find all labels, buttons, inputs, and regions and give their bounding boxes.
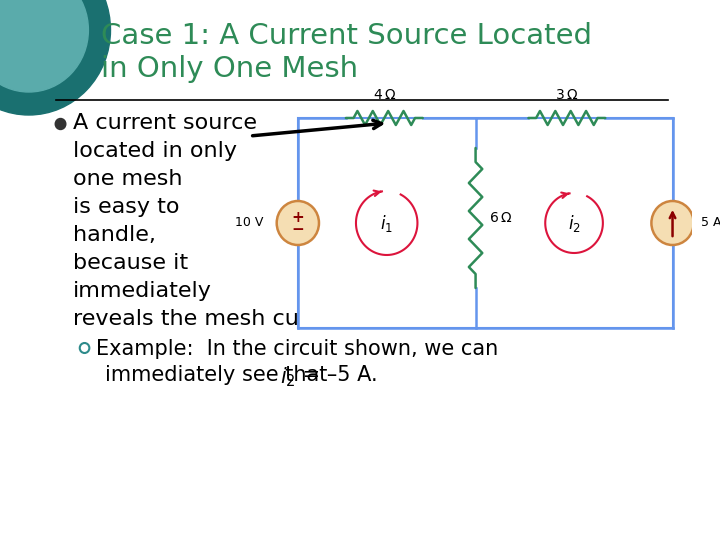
Text: 5 A: 5 A: [701, 217, 720, 230]
Text: $i_2$: $i_2$: [279, 365, 295, 389]
Text: one mesh: one mesh: [73, 169, 182, 189]
Text: reveals the mesh current in that mesh.: reveals the mesh current in that mesh.: [73, 309, 508, 329]
Text: 10 V: 10 V: [235, 217, 264, 230]
Circle shape: [0, 0, 89, 92]
Text: = –5 A.: = –5 A.: [296, 365, 377, 385]
Text: located in only: located in only: [73, 141, 237, 161]
Circle shape: [276, 201, 319, 245]
Text: +: +: [292, 210, 305, 225]
Text: because it: because it: [73, 253, 188, 273]
Text: immediately: immediately: [73, 281, 212, 301]
Circle shape: [0, 0, 110, 115]
Text: Example:  In the circuit shown, we can: Example: In the circuit shown, we can: [96, 339, 498, 359]
Text: handle,: handle,: [73, 225, 156, 245]
Text: immediately see that: immediately see that: [104, 365, 334, 385]
Text: $i_1$: $i_1$: [380, 213, 393, 233]
Bar: [298, 118, 672, 328]
Text: A current source: A current source: [73, 113, 257, 133]
Text: $i_2$: $i_2$: [567, 213, 580, 233]
Text: in Only One Mesh: in Only One Mesh: [101, 55, 358, 83]
Text: $3\,\Omega$: $3\,\Omega$: [555, 88, 578, 102]
Text: is easy to: is easy to: [73, 197, 179, 217]
Circle shape: [55, 118, 66, 130]
Text: −: −: [292, 222, 305, 238]
Text: $4\,\Omega$: $4\,\Omega$: [373, 88, 396, 102]
Text: Case 1: A Current Source Located: Case 1: A Current Source Located: [101, 22, 592, 50]
Text: $6\,\Omega$: $6\,\Omega$: [489, 211, 512, 225]
Circle shape: [652, 201, 693, 245]
